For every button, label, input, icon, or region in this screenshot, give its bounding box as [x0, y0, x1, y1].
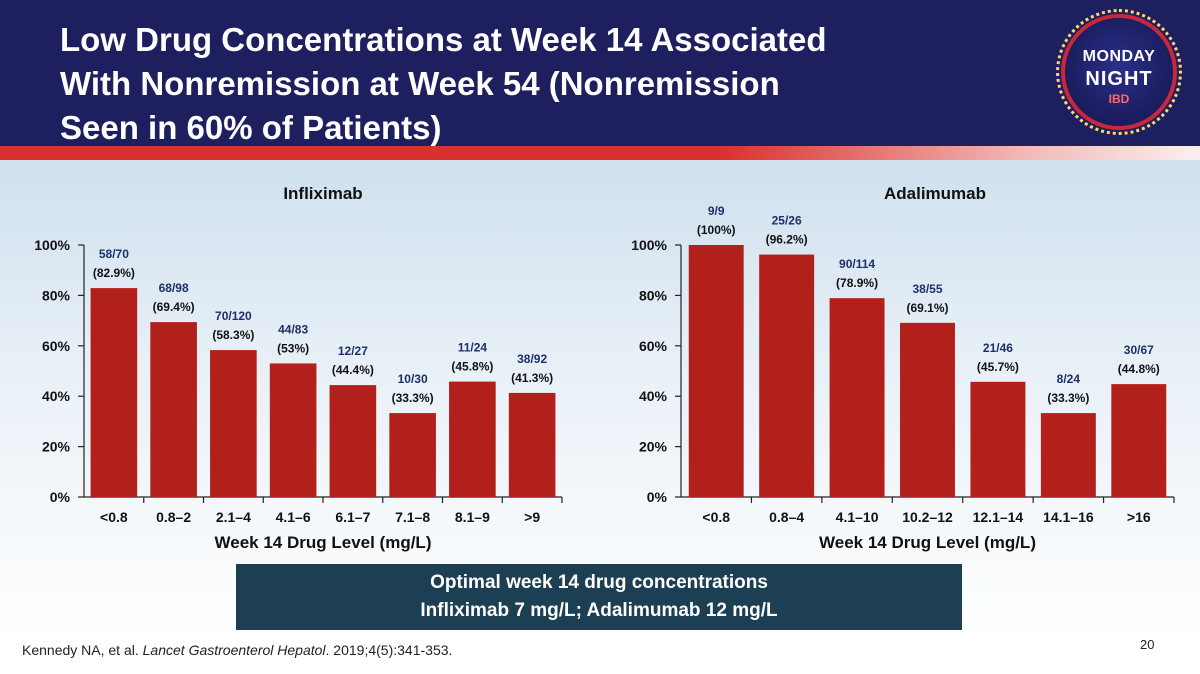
title-line-2: With Nonremission at Week 54 (Nonremissi… [60, 65, 780, 102]
infliximab-fraction-label: 38/92 [517, 352, 547, 366]
logo-line-1: MONDAY [1082, 48, 1156, 65]
infliximab-bar [269, 363, 317, 497]
infliximab-y-tick-label: 80% [42, 287, 71, 303]
infliximab-x-tick-label: <0.8 [100, 509, 128, 525]
infliximab-percent-label: (44.4%) [332, 363, 374, 377]
slide-header: Low Drug Concentrations at Week 14 Assoc… [0, 0, 1200, 146]
adalimumab-percent-label: (96.2%) [766, 233, 808, 247]
infliximab-bar [449, 381, 496, 497]
logo-line-2: NIGHT [1085, 68, 1153, 90]
infliximab-percent-label: (41.3%) [511, 371, 553, 385]
adalimumab-bar [759, 254, 815, 497]
citation-details: . 2019;4(5):341-353. [325, 642, 453, 658]
page-number: 20 [1140, 637, 1155, 652]
adalimumab-x-tick-label: >16 [1127, 509, 1151, 525]
optimal-concentration-callout: Optimal week 14 drug concentrations Infl… [236, 564, 962, 630]
adalimumab-y-tick-label: 100% [631, 237, 667, 253]
adalimumab-y-tick-label: 40% [639, 388, 668, 404]
callout-line-2: Infliximab 7 mg/L; Adalimumab 12 mg/L [420, 600, 778, 621]
adalimumab-x-tick-label: <0.8 [702, 509, 730, 525]
adalimumab-fraction-label: 38/55 [912, 282, 942, 296]
citation-authors: Kennedy NA, et al. [22, 642, 143, 658]
infliximab-fraction-label: 58/70 [99, 247, 129, 261]
adalimumab-percent-label: (100%) [697, 223, 736, 237]
citation: Kennedy NA, et al. Lancet Gastroenterol … [22, 642, 452, 658]
infliximab-x-tick-label: >9 [524, 509, 540, 525]
infliximab-y-tick-label: 100% [34, 237, 70, 253]
adalimumab-y-tick-label: 60% [639, 338, 668, 354]
infliximab-y-tick-label: 20% [42, 439, 71, 455]
adalimumab-percent-label: (33.3%) [1047, 391, 1089, 405]
infliximab-x-tick-label: 8.1–9 [455, 509, 490, 525]
adalimumab-x-tick-label: 0.8–4 [769, 509, 804, 525]
adalimumab-bar [970, 381, 1026, 497]
logo-line-3: IBD [1108, 92, 1130, 106]
infliximab-x-tick-label: 0.8–2 [156, 509, 191, 525]
infliximab-chart-title: Infliximab [283, 184, 362, 203]
adalimumab-bar [688, 245, 744, 497]
infliximab-percent-label: (33.3%) [392, 391, 434, 405]
infliximab-x-tick-label: 2.1–4 [216, 509, 251, 525]
adalimumab-bar [1111, 384, 1167, 497]
infliximab-bar [508, 392, 556, 497]
infliximab-fraction-label: 11/24 [458, 341, 488, 355]
adalimumab-x-axis-title: Week 14 Drug Level (mg/L) [819, 533, 1036, 552]
infliximab-fraction-label: 44/83 [278, 322, 308, 336]
infliximab-fraction-label: 10/30 [398, 372, 428, 386]
slide-title: Low Drug Concentrations at Week 14 Assoc… [60, 18, 920, 150]
adalimumab-fraction-label: 90/114 [839, 257, 875, 271]
adalimumab-percent-label: (45.7%) [977, 360, 1019, 374]
adalimumab-chart-title: Adalimumab [884, 184, 986, 203]
infliximab-fraction-label: 68/98 [159, 281, 189, 295]
adalimumab-bar [900, 322, 955, 497]
callout-line-1: Optimal week 14 drug concentrations [430, 572, 768, 593]
infliximab-fraction-label: 70/120 [215, 309, 252, 323]
adalimumab-percent-label: (78.9%) [836, 276, 878, 290]
infliximab-y-tick-label: 60% [42, 338, 71, 354]
infliximab-fraction-label: 12/27 [338, 344, 368, 358]
infliximab-percent-label: (82.9%) [93, 266, 135, 280]
infliximab-y-tick-label: 0% [50, 489, 71, 505]
adalimumab-fraction-label: 30/67 [1124, 343, 1154, 357]
infliximab-y-tick-label: 40% [42, 388, 71, 404]
monday-night-ibd-logo: MONDAY NIGHT IBD [1056, 9, 1182, 135]
infliximab-percent-label: (53%) [277, 341, 309, 355]
adalimumab-fraction-label: 8/24 [1057, 372, 1081, 386]
adalimumab-fraction-label: 21/46 [983, 341, 1013, 355]
adalimumab-bar [1040, 413, 1096, 497]
adalimumab-fraction-label: 9/9 [708, 204, 725, 218]
adalimumab-y-tick-label: 80% [639, 287, 668, 303]
infliximab-bar [90, 288, 138, 497]
infliximab-percent-label: (69.4%) [153, 300, 195, 314]
adalimumab-y-tick-label: 0% [647, 489, 668, 505]
adalimumab-percent-label: (44.8%) [1118, 362, 1160, 376]
adalimumab-x-tick-label: 12.1–14 [973, 509, 1024, 525]
adalimumab-x-tick-label: 14.1–16 [1043, 509, 1094, 525]
citation-journal: Lancet Gastroenterol Hepatol [142, 642, 326, 658]
infliximab-bar [389, 413, 436, 497]
adalimumab-percent-label: (69.1%) [906, 301, 948, 315]
infliximab-x-tick-label: 7.1–8 [395, 509, 430, 525]
infliximab-bar [150, 322, 197, 497]
adalimumab-bar [829, 298, 885, 497]
infliximab-x-tick-label: 6.1–7 [335, 509, 370, 525]
infliximab-percent-label: (45.8%) [451, 360, 493, 374]
header-accent-stripe [0, 146, 1200, 160]
adalimumab-x-tick-label: 4.1–10 [836, 509, 879, 525]
infliximab-bar [210, 350, 257, 497]
infliximab-x-axis-title: Week 14 Drug Level (mg/L) [215, 533, 432, 552]
title-line-1: Low Drug Concentrations at Week 14 Assoc… [60, 21, 827, 58]
logo-marquee-lights [1056, 9, 1182, 135]
infliximab-x-tick-label: 4.1–6 [276, 509, 311, 525]
adalimumab-fraction-label: 25/26 [772, 214, 802, 228]
infliximab-bar [329, 385, 377, 497]
title-line-3: Seen in 60% of Patients) [60, 109, 442, 146]
adalimumab-y-tick-label: 20% [639, 439, 668, 455]
infliximab-percent-label: (58.3%) [212, 328, 254, 342]
adalimumab-x-tick-label: 10.2–12 [902, 509, 953, 525]
